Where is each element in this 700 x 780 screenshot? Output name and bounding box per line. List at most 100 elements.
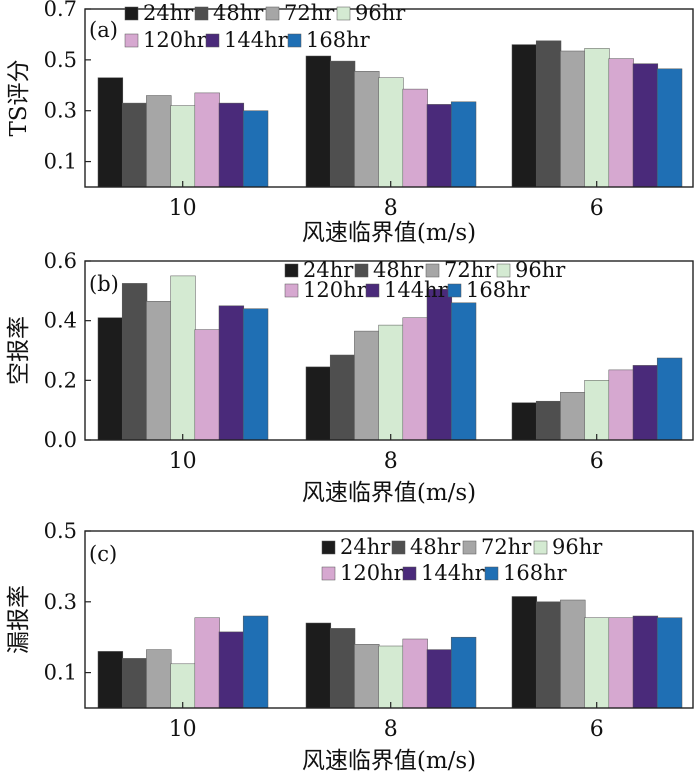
y-tick-label: 0.3: [44, 99, 77, 123]
y-tick-label: 0.0: [44, 428, 77, 452]
y-axis-title: TS评分: [6, 59, 32, 136]
y-tick-label: 0.1: [44, 150, 77, 174]
bar-144hr-10: [218, 102, 245, 188]
legend-label-168hr: 168hr: [306, 28, 371, 52]
bar-72hr-10: [146, 649, 172, 709]
bar-48hr-8: [329, 354, 356, 441]
legend-label-72hr: 72hr: [444, 258, 495, 282]
plot-frame: [84, 530, 694, 709]
bar-24hr-10: [97, 651, 124, 709]
legend-label-144hr: 144hr: [224, 28, 289, 52]
plot-frame: [84, 8, 694, 188]
bar-24hr-10: [97, 317, 124, 441]
x-tick-label: 8: [384, 717, 398, 742]
bar-144hr-6: [632, 365, 659, 441]
legend-label-96hr: 96hr: [552, 535, 603, 559]
bar-72hr-8: [354, 644, 380, 709]
legend-label-24hr: 24hr: [143, 1, 194, 25]
legend-label-48hr: 48hr: [410, 535, 461, 559]
legend-swatch-120hr: [124, 33, 139, 48]
bar-120hr-6: [608, 617, 634, 709]
legend-label-72hr: 72hr: [481, 535, 532, 559]
bar-168hr-10: [242, 615, 269, 709]
bar-168hr-8: [450, 302, 477, 441]
legend-label-48hr: 48hr: [373, 258, 424, 282]
bar-168hr-10: [242, 110, 269, 188]
x-tick-label: 8: [384, 449, 398, 474]
bar-96hr-8: [378, 324, 404, 441]
legend-swatch-168hr: [447, 283, 462, 298]
bar-24hr-8: [305, 55, 332, 188]
panel-1: 0.1 0.3 0.5 0.7 10 8 6 风速临界值(m/s) TS评分 (a) 24hr 48h…: [6, 0, 694, 246]
bar-144hr-10: [218, 305, 245, 441]
x-tick-label: 10: [169, 196, 197, 221]
legend-label-24hr: 24hr: [340, 535, 391, 559]
y-tick-label: 0.5: [44, 519, 77, 543]
bar-24hr-6: [511, 44, 538, 188]
x-tick-label: 6: [590, 196, 604, 221]
legend-label-96hr: 96hr: [355, 1, 406, 25]
legend-label-120hr: 120hr: [340, 561, 405, 585]
legend-swatch-144hr: [205, 33, 220, 48]
bar-144hr-8: [426, 649, 453, 709]
y-tick-label: 0.4: [44, 309, 77, 333]
bar-48hr-6: [535, 400, 562, 441]
panel-label: (b): [89, 272, 119, 296]
y-tick-label: 0.3: [44, 590, 77, 614]
bar-96hr-8: [378, 77, 404, 188]
bar-24hr-8: [305, 622, 332, 709]
legend-label-72hr: 72hr: [284, 1, 335, 25]
bar-168hr-10: [242, 308, 269, 441]
bar-120hr-8: [402, 88, 428, 188]
bar-120hr-10: [194, 329, 220, 441]
bar-96hr-10: [170, 663, 196, 709]
legend-label-48hr: 48hr: [213, 1, 264, 25]
bar-168hr-6: [656, 357, 683, 441]
legend-swatch-144hr: [365, 283, 380, 298]
bar-120hr-8: [402, 638, 428, 709]
bar-72hr-6: [560, 50, 586, 188]
y-tick-label: 0.5: [44, 48, 77, 72]
bar-72hr-10: [146, 301, 172, 441]
legend-swatch-24hr: [321, 540, 336, 555]
bar-96hr-6: [584, 617, 610, 709]
bar-48hr-8: [329, 628, 356, 709]
bar-96hr-6: [584, 48, 610, 188]
legend-label-144hr: 144hr: [384, 278, 449, 302]
bar-48hr-10: [121, 283, 148, 441]
legend-swatch-24hr: [124, 6, 139, 21]
bar-96hr-8: [378, 645, 404, 709]
legend-label-120hr: 120hr: [143, 28, 208, 52]
x-tick-label: 6: [590, 717, 604, 742]
bar-144hr-10: [218, 631, 245, 709]
bar-48hr-8: [329, 60, 356, 188]
y-tick-label: 0.2: [44, 368, 77, 392]
legend-swatch-48hr: [194, 6, 209, 21]
legend-swatch-120hr: [321, 566, 336, 581]
bar-168hr-6: [656, 617, 683, 709]
legend-label-24hr: 24hr: [303, 258, 354, 282]
bar-72hr-8: [354, 71, 380, 188]
bar-96hr-10: [170, 275, 196, 441]
plot-frame: [84, 260, 694, 441]
legend-swatch-72hr: [425, 263, 440, 278]
legend-swatch-120hr: [284, 283, 299, 298]
legend-swatch-168hr: [287, 33, 302, 48]
legend-swatch-48hr: [354, 263, 369, 278]
legend-label-144hr: 144hr: [421, 561, 486, 585]
x-tick-label: 6: [590, 449, 604, 474]
x-tick-label: 10: [169, 717, 197, 742]
legend-swatch-96hr: [336, 6, 351, 21]
bar-72hr-10: [146, 95, 172, 188]
bar-24hr-6: [511, 402, 538, 441]
bar-120hr-6: [608, 58, 634, 188]
x-axis-title: 风速临界值(m/s): [302, 748, 476, 774]
legend-swatch-144hr: [402, 566, 417, 581]
legend-swatch-48hr: [391, 540, 406, 555]
legend-swatch-72hr: [462, 540, 477, 555]
bar-96hr-10: [170, 105, 196, 188]
bar-72hr-6: [560, 392, 586, 441]
panel-label: (a): [89, 18, 118, 42]
y-tick-label: 0.7: [44, 0, 77, 21]
